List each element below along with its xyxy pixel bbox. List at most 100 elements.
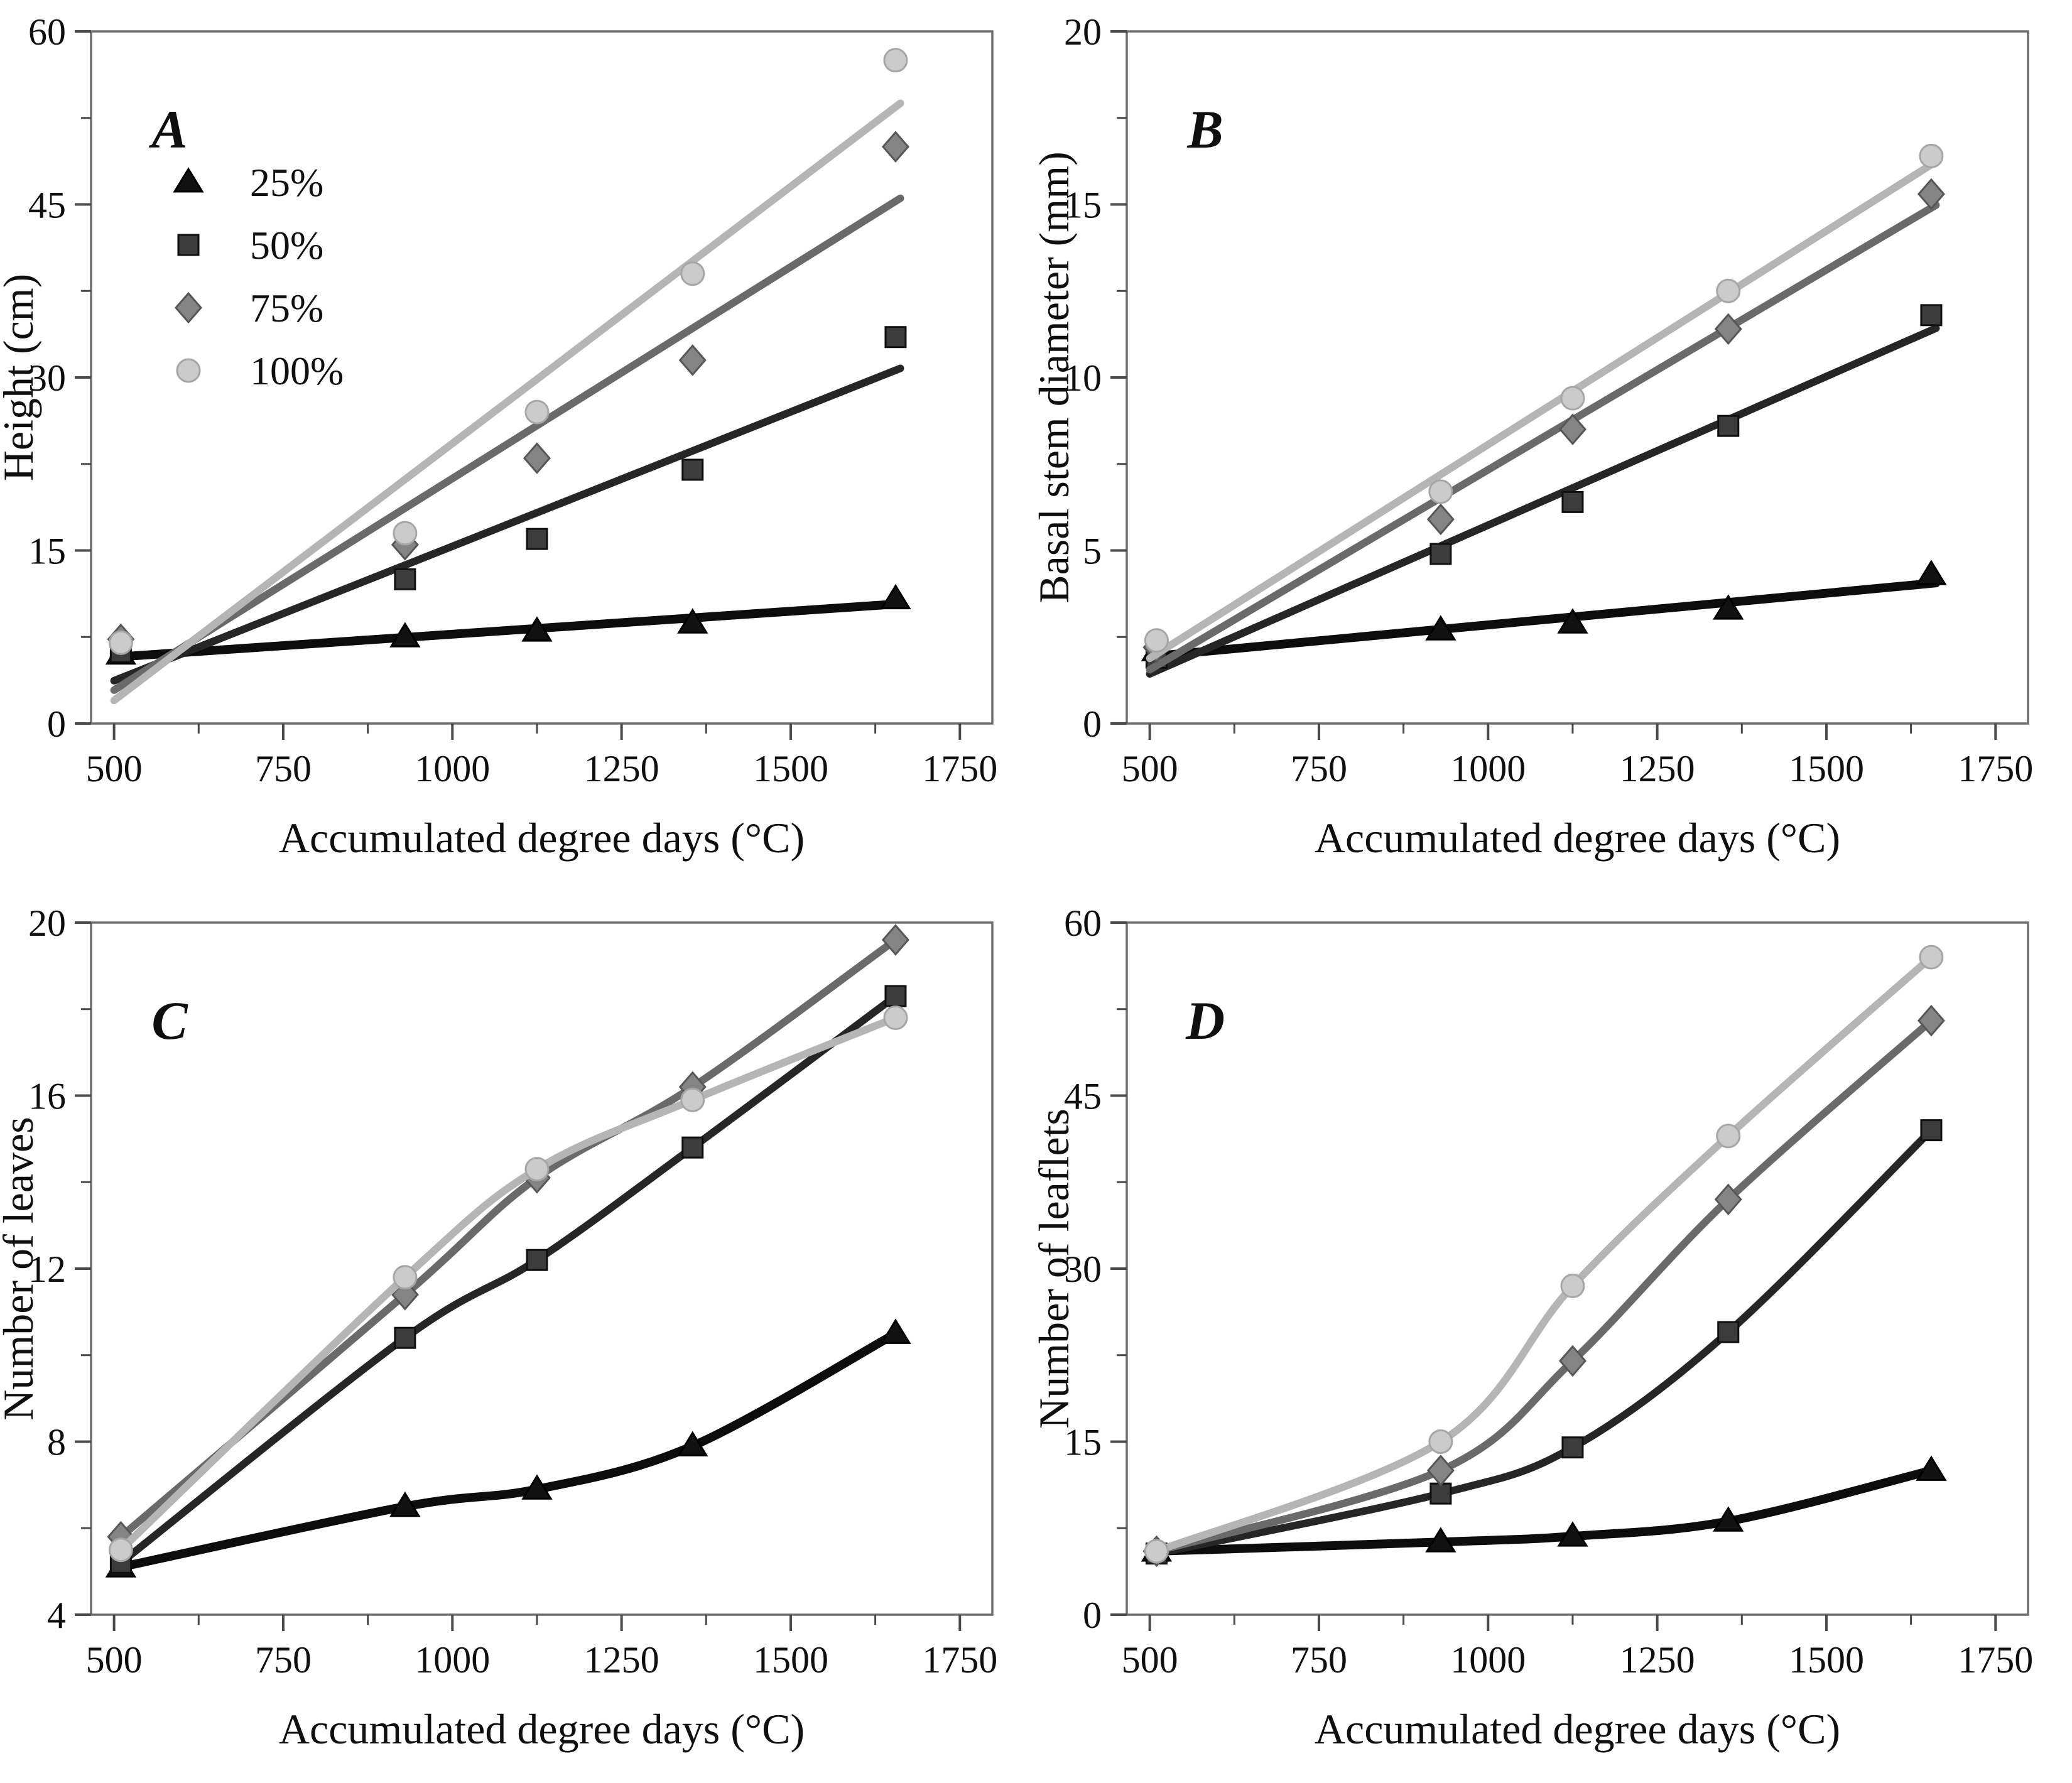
triangle-marker (677, 1431, 708, 1456)
circle-marker (393, 1265, 418, 1290)
triangle-marker (1916, 560, 1947, 585)
x-axis-title: Accumulated degree days (°C) (279, 1705, 805, 1753)
square-marker (1429, 543, 1452, 565)
diamond-marker (523, 442, 551, 474)
triangle-marker (1713, 594, 1744, 620)
series-25pct (1141, 1455, 1947, 1562)
triangle-marker (677, 608, 708, 634)
panel-c-number-of-leaves: 500 750 1000 1250 1500 1750 Accumulated degree… (0, 891, 1036, 1783)
square-marker (394, 1326, 416, 1349)
y-axis: 4 8 12 16 20 Number of leaves (0, 902, 91, 1636)
panel-c-chart: 500 750 1000 1250 1500 1750 Accumulated degree… (0, 902, 997, 1753)
panel-a-chart: 500 750 1000 1250 1500 1750 Accumulated degree… (0, 11, 997, 862)
diamond-marker (881, 131, 909, 163)
x-tick-label: 1250 (584, 748, 659, 789)
y-tick-label: 60 (28, 11, 66, 53)
circle-marker (524, 1157, 550, 1182)
x-tick-label: 1500 (753, 1639, 828, 1681)
square-marker (526, 1249, 548, 1271)
series-100pct (108, 1005, 908, 1563)
x-tick-label: 1250 (1620, 1639, 1695, 1681)
x-tick-label: 1000 (1450, 1639, 1526, 1681)
square-marker (1561, 490, 1584, 513)
circle-marker (108, 630, 133, 655)
panel-letter: A (148, 99, 187, 160)
y-tick-label: 30 (1064, 1249, 1102, 1290)
panel-letter: B (1186, 99, 1223, 160)
x-tick-label: 500 (1122, 748, 1178, 789)
x-tick-label: 1000 (415, 748, 490, 789)
square-marker (1717, 415, 1740, 437)
circle-marker (108, 1537, 133, 1563)
circle-marker (883, 1005, 908, 1031)
y-tick-label: 0 (1083, 1595, 1102, 1636)
triangle-marker (1557, 1521, 1588, 1547)
circle-marker (1919, 143, 1944, 168)
triangle-marker (389, 1491, 421, 1517)
circle-marker (1716, 278, 1741, 303)
triangle-marker (1425, 615, 1456, 641)
panel-letter: C (151, 990, 188, 1051)
legend-square-icon (177, 234, 200, 256)
circle-marker (1144, 628, 1169, 653)
legend: 25% 50% 75% 100% (173, 160, 344, 393)
x-tick-label: 500 (86, 748, 143, 789)
panel-d-number-of-leaflets: 500 750 1000 1250 1500 1750 Accumulated degree… (1036, 891, 2072, 1783)
fit-line-75pct (117, 936, 899, 1541)
y-axis-title: Number of leaves (0, 1117, 42, 1420)
series-75pct (1142, 1004, 1945, 1568)
x-tick-label: 1250 (584, 1639, 659, 1681)
y-tick-label: 45 (28, 185, 66, 226)
x-axis: 500 750 1000 1250 1500 1750 Accumulated degree… (1122, 1615, 2033, 1753)
x-tick-label: 500 (1122, 1639, 1178, 1681)
circle-marker (1144, 1539, 1169, 1564)
triangle-marker (1425, 1527, 1456, 1553)
square-marker (681, 1136, 704, 1159)
diamond-marker (678, 344, 707, 376)
fit-line-25pct (1145, 578, 1941, 661)
x-tick-label: 500 (86, 1639, 143, 1681)
fit-line-50pct (1153, 1126, 1935, 1558)
diamond-marker (1558, 413, 1587, 445)
legend-label: 100% (250, 349, 344, 393)
legend-label: 75% (250, 286, 323, 330)
y-tick-label: 15 (28, 531, 66, 572)
triangle-marker (1916, 1455, 1947, 1481)
y-tick-label: 0 (1083, 703, 1102, 745)
fit-line-75pct (110, 194, 904, 694)
x-axis-title: Accumulated degree days (°C) (279, 814, 805, 862)
y-tick-label: 45 (1064, 1076, 1102, 1117)
legend-circle-icon (176, 358, 201, 383)
series-25pct (105, 583, 911, 665)
square-marker (1920, 304, 1943, 327)
y-axis-title: Basal stem diameter (mm) (1036, 151, 1078, 603)
series-50pct (109, 985, 907, 1574)
y-tick-label: 12 (28, 1249, 66, 1290)
diamond-marker (881, 924, 909, 956)
diamond-marker (1714, 1183, 1742, 1216)
x-axis-title: Accumulated degree days (°C) (1315, 1705, 1840, 1753)
triangle-marker (880, 1318, 911, 1344)
y-axis: 0 5 10 15 20 Basal stem diameter (mm) (1036, 11, 1127, 745)
x-tick-label: 750 (255, 1639, 312, 1681)
y-tick-label: 8 (47, 1422, 66, 1463)
y-tick-label: 30 (28, 357, 66, 399)
square-marker (1920, 1119, 1943, 1142)
fit-line-50pct (117, 992, 899, 1567)
panel-d-chart: 500 750 1000 1250 1500 1750 Accumulated degree… (1036, 902, 2033, 1753)
y-tick-label: 60 (1064, 902, 1102, 944)
x-tick-label: 1750 (922, 748, 997, 789)
diamond-marker (1426, 1455, 1455, 1487)
series-100pct (108, 48, 908, 705)
y-tick-label: 15 (1064, 1422, 1102, 1463)
series-50pct (1145, 304, 1943, 678)
circle-marker (1716, 1124, 1741, 1149)
panel-a-height: 500 750 1000 1250 1500 1750 Accumulated degree… (0, 0, 1036, 892)
diamond-marker (1426, 503, 1455, 536)
fit-line-100pct (117, 1014, 899, 1554)
square-marker (526, 528, 548, 550)
y-tick-label: 5 (1083, 531, 1102, 572)
x-axis: 500 750 1000 1250 1500 1750 Accumulated degree… (86, 723, 997, 862)
square-marker (1429, 1482, 1452, 1505)
x-tick-label: 1750 (1958, 1639, 2033, 1681)
